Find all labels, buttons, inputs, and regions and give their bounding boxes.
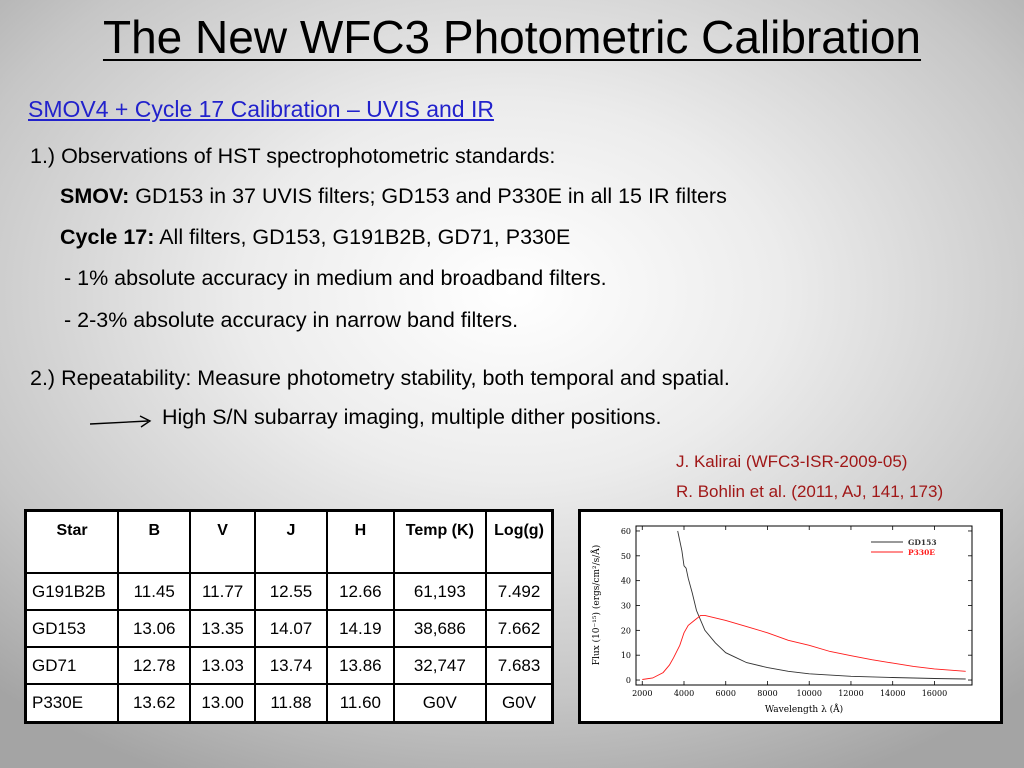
x-tick-label: 8000 [757, 689, 777, 698]
legend-label: GD153 [908, 538, 937, 547]
y-tick-label: 30 [621, 602, 631, 611]
table-cell: 7.492 [485, 571, 554, 612]
table-cell: 11.45 [117, 571, 192, 612]
y-tick-label: 60 [621, 527, 631, 536]
header-b: B [117, 509, 192, 574]
slide-title: The New WFC3 Photometric Calibration [102, 11, 922, 63]
header-logg: Log(g) [485, 509, 554, 574]
right-arrow-icon [90, 415, 152, 428]
table-row: P330E 13.62 13.00 11.88 11.60 G0V G0V [24, 683, 554, 724]
table-cell: 13.00 [189, 683, 256, 724]
table-cell: 14.07 [253, 609, 329, 649]
x-tick-label: 4000 [674, 689, 694, 698]
table-cell: GD71 [24, 646, 120, 686]
cycle-line: Cycle 17: All filters, GD153, G191B2B, G… [60, 225, 570, 250]
table-row: GD153 13.06 13.35 14.07 14.19 38,686 7.6… [24, 609, 554, 649]
table-cell: 32,747 [392, 646, 488, 686]
y-tick-label: 0 [626, 676, 631, 685]
x-tick-label: 12000 [838, 689, 863, 698]
table-cell: 12.55 [253, 571, 329, 612]
table-cell: 13.62 [117, 683, 192, 724]
item-2: 2.) Repeatability: Measure photometry st… [30, 366, 730, 390]
table-cell: 7.683 [485, 646, 554, 686]
table-cell: 13.35 [189, 609, 256, 649]
smov-text: GD153 in 37 UVIS filters; GD153 and P330… [129, 184, 727, 208]
table-cell: P330E [24, 683, 120, 724]
smov-label: SMOV: [60, 184, 130, 208]
table-cell: 12.66 [326, 571, 395, 612]
table-cell: 13.06 [117, 609, 192, 649]
y-axis-label: Flux (10⁻¹⁵) (ergs/cm²/s/Å) [590, 545, 602, 666]
header-h: H [326, 509, 395, 574]
x-tick-label: 2000 [632, 689, 652, 698]
table-cell: GD153 [24, 609, 120, 649]
table-cell: 13.03 [189, 646, 256, 686]
series-line-gd153 [677, 530, 966, 680]
table-row: GD71 12.78 13.03 13.74 13.86 32,747 7.68… [24, 646, 554, 686]
x-axis-label: Wavelength λ (Å) [765, 703, 843, 715]
series-line-p330e [642, 614, 966, 680]
bullet-1: - 1% absolute accuracy in medium and bro… [64, 266, 607, 290]
y-tick-label: 50 [621, 552, 631, 561]
legend-label: P330E [908, 548, 935, 557]
spectra-chart: 2000 4000 6000 8000 10000 12000 14000 16000 0 10 2… [590, 525, 973, 715]
reference-kalirai: J. Kalirai (WFC3-ISR-2009-05) [676, 452, 908, 471]
y-tick-label: 20 [621, 626, 631, 635]
smov-line: SMOV: GD153 in 37 UVIS filters; GD153 an… [60, 184, 727, 209]
table-cell: G191B2B [24, 571, 120, 612]
cycle-text: All filters, GD153, G191B2B, GD71, P330E [154, 225, 571, 249]
spectra-plot: 2000 4000 6000 8000 10000 12000 14000 16000 0 10 2… [578, 509, 1003, 724]
table-cell: 38,686 [392, 609, 488, 649]
header-j: J [253, 509, 329, 574]
table-cell: G0V [392, 683, 488, 724]
x-tick-label: 6000 [716, 689, 736, 698]
table-cell: 7.662 [485, 609, 554, 649]
bullet-2: - 2-3% absolute accuracy in narrow band … [64, 308, 519, 332]
table-cell: 61,193 [392, 571, 488, 612]
y-tick-label: 10 [621, 651, 631, 660]
y-tick-label: 40 [621, 577, 631, 586]
reference-bohlin: R. Bohlin et al. (2011, AJ, 141, 173) [676, 482, 944, 501]
table-cell: 11.88 [253, 683, 329, 724]
slide-subtitle[interactable]: SMOV4 + Cycle 17 Calibration – UVIS and … [28, 96, 494, 122]
table-cell: 11.77 [189, 571, 256, 612]
arrow-text: High S/N subarray imaging, multiple dith… [162, 405, 662, 429]
table-cell: 12.78 [117, 646, 192, 686]
x-tick-label: 14000 [880, 689, 905, 698]
x-tick-label: 16000 [922, 689, 947, 698]
standards-table: Star B V J H Temp (K) Log(g) G191B2B 11.… [24, 509, 554, 724]
table-cell: G0V [485, 683, 554, 724]
x-tick-label: 10000 [796, 689, 821, 698]
header-v: V [189, 509, 256, 574]
cycle-label: Cycle 17: [60, 225, 155, 249]
table-cell: 13.86 [326, 646, 395, 686]
table-cell: 14.19 [326, 609, 395, 649]
table-row: G191B2B 11.45 11.77 12.55 12.66 61,193 7… [24, 571, 554, 612]
table-header-row: Star B V J H Temp (K) Log(g) [24, 509, 554, 574]
header-temp: Temp (K) [392, 509, 488, 574]
item-1: 1.) Observations of HST spectrophotometr… [30, 144, 556, 168]
header-star: Star [24, 509, 120, 574]
table-cell: 11.60 [326, 683, 395, 724]
table-cell: 13.74 [253, 646, 329, 686]
